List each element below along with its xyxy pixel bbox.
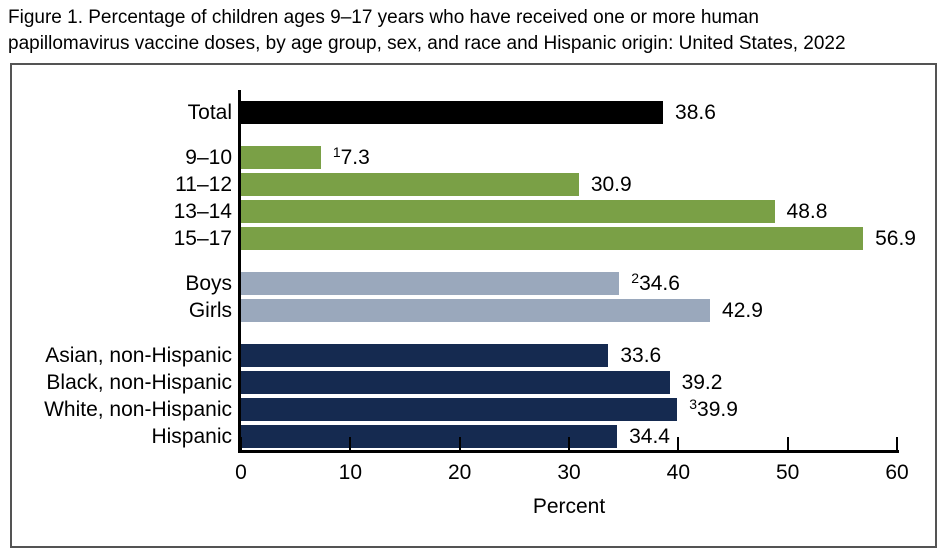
bar-track-total: 38.6 <box>241 99 935 126</box>
footnote-marker-2: 2 <box>631 270 640 286</box>
bar-15-17 <box>241 227 864 250</box>
value-label-11-12: 30.9 <box>590 173 632 196</box>
footnote-marker-1: 1 <box>332 144 341 160</box>
bar-row-15-17: 15–17 56.9 <box>12 225 935 252</box>
x-tick-label-60: 60 <box>885 461 909 484</box>
figure-title-line-1: Figure 1. Percentage of children ages 9–… <box>8 7 759 28</box>
bar-black-non-hispanic <box>241 371 670 394</box>
x-tick-10 <box>349 437 352 450</box>
bar-row-white-non-hispanic: White, non-Hispanic 339.9 <box>12 396 935 423</box>
bar-11-12 <box>241 173 579 196</box>
bar-9-10 <box>241 146 321 169</box>
category-label-boys: Boys <box>185 271 232 295</box>
bar-row-black-non-hispanic: Black, non-Hispanic 39.2 <box>12 369 935 396</box>
x-tick-20 <box>458 437 461 450</box>
value-label-boys: 234.6 <box>631 270 680 295</box>
value-label-black-non-hispanic: 39.2 <box>681 371 723 394</box>
bar-boys <box>241 272 620 295</box>
bar-track-white-non-hispanic: 339.9 <box>241 396 935 423</box>
bar-row-9-10: 9–10 17.3 <box>12 144 935 171</box>
category-label-asian-non-hispanic: Asian, non-Hispanic <box>45 343 232 367</box>
category-label-total: Total <box>187 100 232 124</box>
x-tick-60 <box>896 437 898 450</box>
bar-track-11-12: 30.9 <box>241 171 935 198</box>
x-axis-line <box>238 450 899 453</box>
bar-row-11-12: 11–12 30.9 <box>12 171 935 198</box>
value-label-white-non-hispanic: 339.9 <box>689 396 738 421</box>
category-label-9-10: 9–10 <box>185 145 232 169</box>
footnote-marker-3: 3 <box>689 396 698 412</box>
bar-total <box>241 101 664 124</box>
chart-frame: Total 38.6 9–10 17.3 11–12 30.9 13–14 48.8 15–17… <box>10 63 937 548</box>
category-label-15-17: 15–17 <box>173 226 232 250</box>
bar-row-girls: Girls 42.9 <box>12 297 935 324</box>
figure-title: Figure 1. Percentage of children ages 9–… <box>8 5 942 57</box>
value-label-asian-non-hispanic: 33.6 <box>620 344 662 367</box>
value-label-13-14: 48.8 <box>786 200 828 223</box>
bar-track-9-10: 17.3 <box>241 144 935 171</box>
bar-girls <box>241 299 711 322</box>
value-label-15-17: 56.9 <box>875 227 916 250</box>
category-label-girls: Girls <box>188 298 232 322</box>
x-tick-0 <box>240 437 242 450</box>
value-label-girls: 42.9 <box>722 299 763 322</box>
x-tick-30 <box>568 437 570 450</box>
value-label-hispanic: 34.4 <box>629 425 670 448</box>
bar-rows: Total 38.6 9–10 17.3 11–12 30.9 13–14 48.8 15–17… <box>12 99 935 450</box>
bar-track-boys: 234.6 <box>241 270 935 297</box>
bar-track-asian-non-hispanic: 33.6 <box>241 342 935 369</box>
bar-row-13-14: 13–14 48.8 <box>12 198 935 225</box>
category-label-hispanic: Hispanic <box>151 424 232 448</box>
bar-row-boys: Boys 234.6 <box>12 270 935 297</box>
x-tick-label-0: 0 <box>235 461 247 484</box>
bar-track-13-14: 48.8 <box>241 198 935 225</box>
bar-track-15-17: 56.9 <box>241 225 935 252</box>
bar-hispanic <box>241 425 618 448</box>
bar-asian-non-hispanic <box>241 344 609 367</box>
figure-title-line-2: papillomavirus vaccine doses, by age gro… <box>8 33 846 55</box>
x-tick-label-50: 50 <box>775 461 800 484</box>
bar-white-non-hispanic <box>241 398 678 421</box>
bar-track-black-non-hispanic: 39.2 <box>241 369 935 396</box>
category-label-11-12: 11–12 <box>175 172 232 196</box>
value-label-9-10: 17.3 <box>332 144 370 169</box>
category-label-black-non-hispanic: Black, non-Hispanic <box>46 370 232 394</box>
bar-row-asian-non-hispanic: Asian, non-Hispanic 33.6 <box>12 342 935 369</box>
bar-row-total: Total 38.6 <box>12 99 935 126</box>
x-tick-label-30: 30 <box>557 461 581 484</box>
bar-row-hispanic: Hispanic 34.4 <box>12 423 935 450</box>
category-label-white-non-hispanic: White, non-Hispanic <box>44 397 232 421</box>
x-axis-title: Percent <box>532 495 606 518</box>
x-tick-label-20: 20 <box>447 461 472 484</box>
x-tick-label-10: 10 <box>338 461 362 484</box>
category-label-13-14: 13–14 <box>173 199 232 223</box>
bar-track-girls: 42.9 <box>241 297 935 324</box>
x-tick-50 <box>786 437 789 450</box>
x-tick-40 <box>677 437 680 450</box>
y-axis-line <box>238 90 241 453</box>
bar-13-14 <box>241 200 775 223</box>
x-tick-label-40: 40 <box>666 461 690 484</box>
value-label-total: 38.6 <box>675 101 716 124</box>
bar-track-hispanic: 34.4 <box>241 423 935 450</box>
